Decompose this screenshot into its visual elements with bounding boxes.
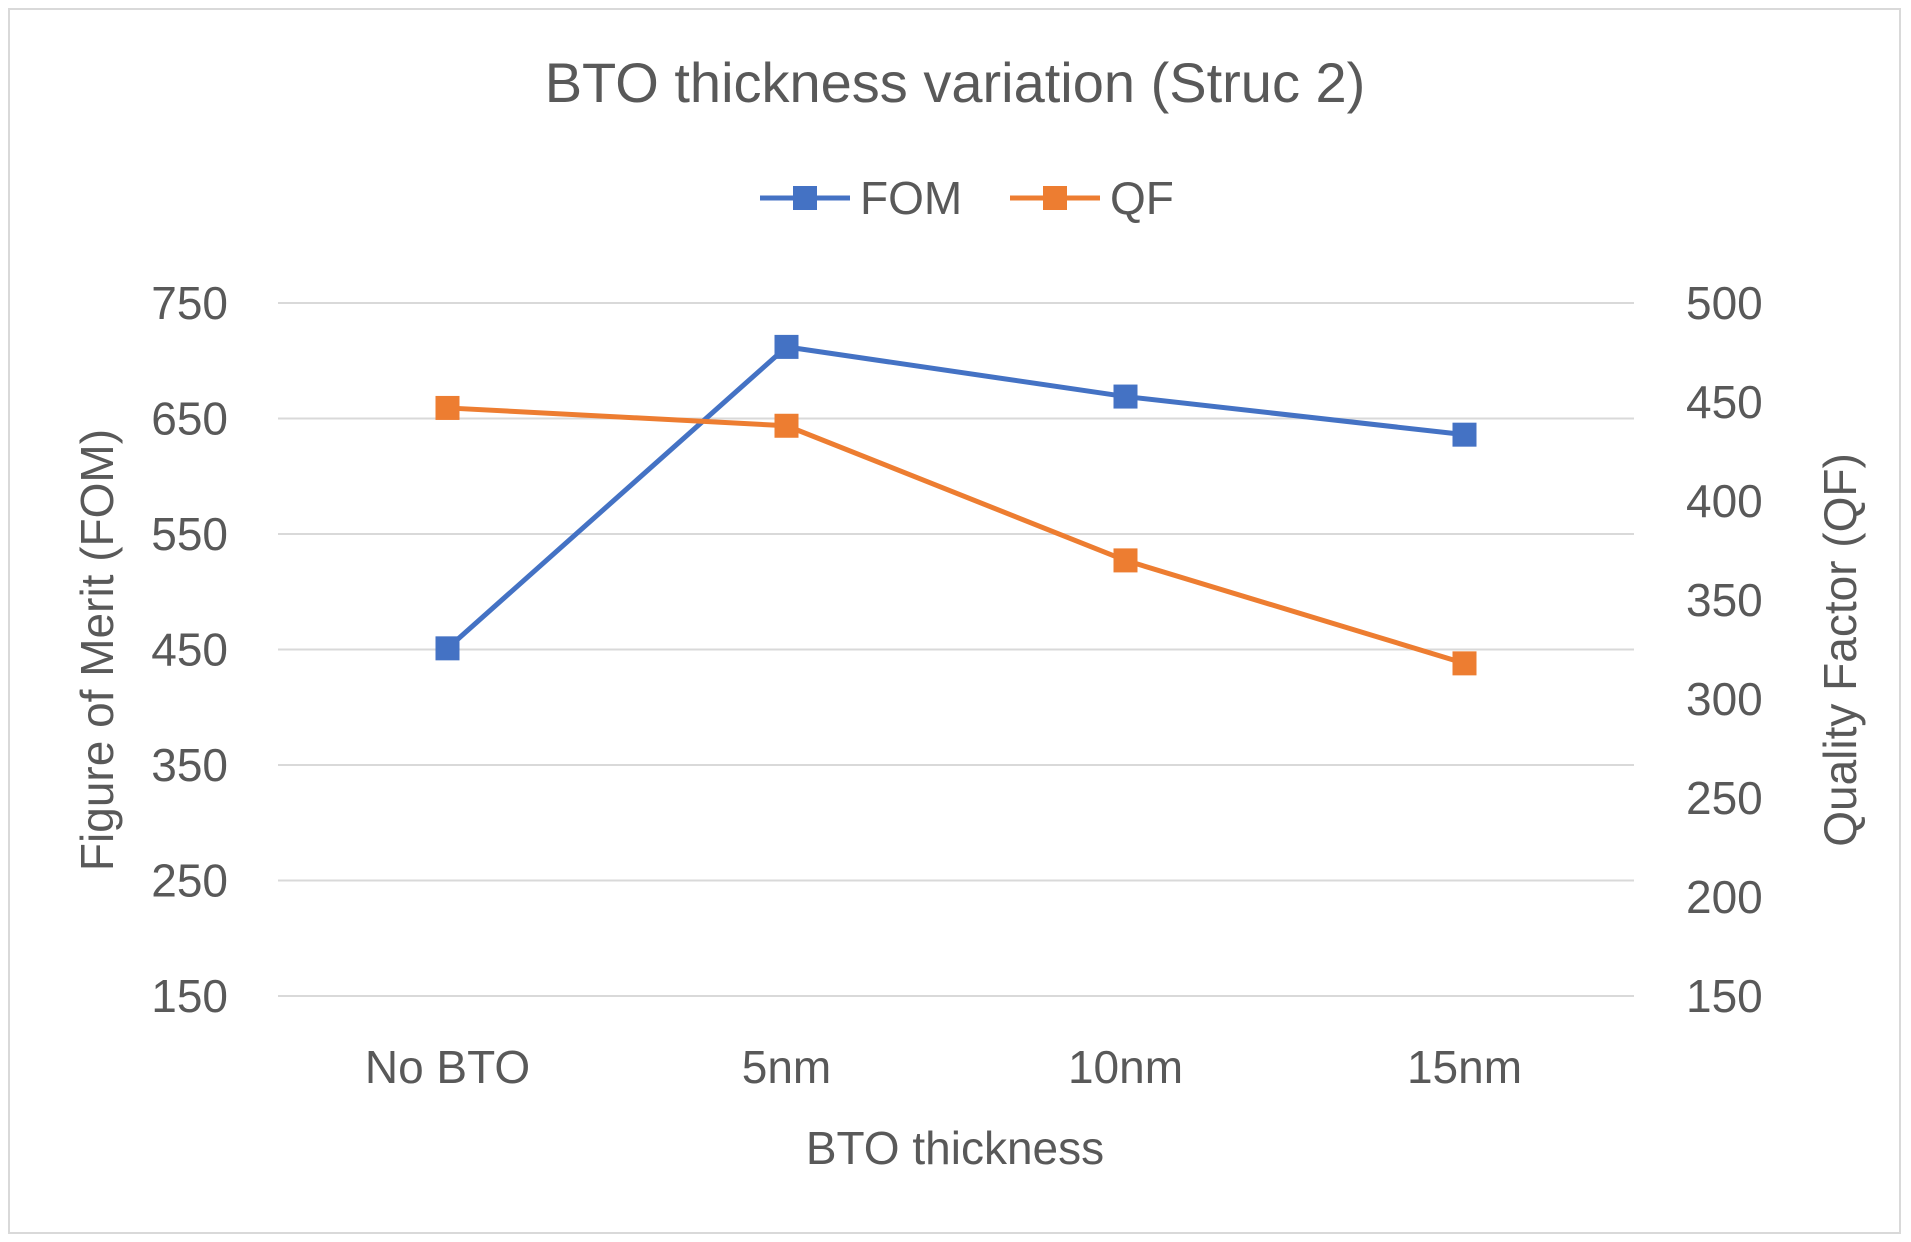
data-point-fom bbox=[435, 636, 460, 661]
data-point-qf bbox=[435, 395, 460, 420]
data-point-qf bbox=[1452, 651, 1477, 676]
series-line-qf bbox=[447, 405, 1466, 666]
data-point-fom bbox=[1113, 384, 1138, 409]
y2-axis-label: Quality Factor (QF) bbox=[1814, 453, 1866, 847]
legend-marker-qf bbox=[1043, 186, 1067, 210]
x-tick-label: No BTO bbox=[365, 1041, 530, 1093]
data-point-fom bbox=[1452, 422, 1477, 447]
series-layer bbox=[435, 334, 1477, 676]
legend-label-fom: FOM bbox=[860, 172, 962, 224]
chart-frame bbox=[8, 8, 1901, 1234]
data-point-qf bbox=[1113, 548, 1138, 573]
right-axis-ticks: 150 200 250 300 350 400 450 500 bbox=[1686, 277, 1763, 1022]
x-axis-ticks: No BTO 5nm 10nm 15nm bbox=[365, 1041, 1522, 1093]
right-tick-label: 350 bbox=[1686, 574, 1763, 626]
x-tick-label: 5nm bbox=[742, 1041, 831, 1093]
series-line-fom bbox=[445, 344, 1465, 651]
left-tick-label: 350 bbox=[151, 739, 228, 791]
left-tick-label: 750 bbox=[151, 277, 228, 329]
left-axis-ticks: 150 250 350 450 550 650 750 bbox=[151, 277, 228, 1022]
right-tick-label: 200 bbox=[1686, 871, 1763, 923]
right-tick-label: 500 bbox=[1686, 277, 1763, 329]
y-axis-label: Figure of Merit (FOM) bbox=[71, 429, 123, 871]
data-point-qf bbox=[774, 413, 799, 438]
legend: FOM QF bbox=[760, 172, 1174, 224]
right-tick-label: 450 bbox=[1686, 376, 1763, 428]
gridlines bbox=[278, 302, 1634, 997]
right-tick-label: 400 bbox=[1686, 475, 1763, 527]
legend-label-qf: QF bbox=[1110, 172, 1174, 224]
left-tick-label: 150 bbox=[151, 970, 228, 1022]
x-tick-label: 15nm bbox=[1407, 1041, 1522, 1093]
chart-title: BTO thickness variation (Struc 2) bbox=[545, 51, 1366, 114]
legend-marker-fom bbox=[793, 186, 817, 210]
left-tick-label: 250 bbox=[151, 855, 228, 907]
x-axis-label: BTO thickness bbox=[806, 1122, 1104, 1174]
right-tick-label: 300 bbox=[1686, 673, 1763, 725]
right-tick-label: 250 bbox=[1686, 772, 1763, 824]
left-tick-label: 650 bbox=[151, 393, 228, 445]
left-tick-label: 550 bbox=[151, 508, 228, 560]
data-point-fom bbox=[774, 334, 799, 359]
x-tick-label: 10nm bbox=[1068, 1041, 1183, 1093]
left-tick-label: 450 bbox=[151, 624, 228, 676]
right-tick-label: 150 bbox=[1686, 970, 1763, 1022]
